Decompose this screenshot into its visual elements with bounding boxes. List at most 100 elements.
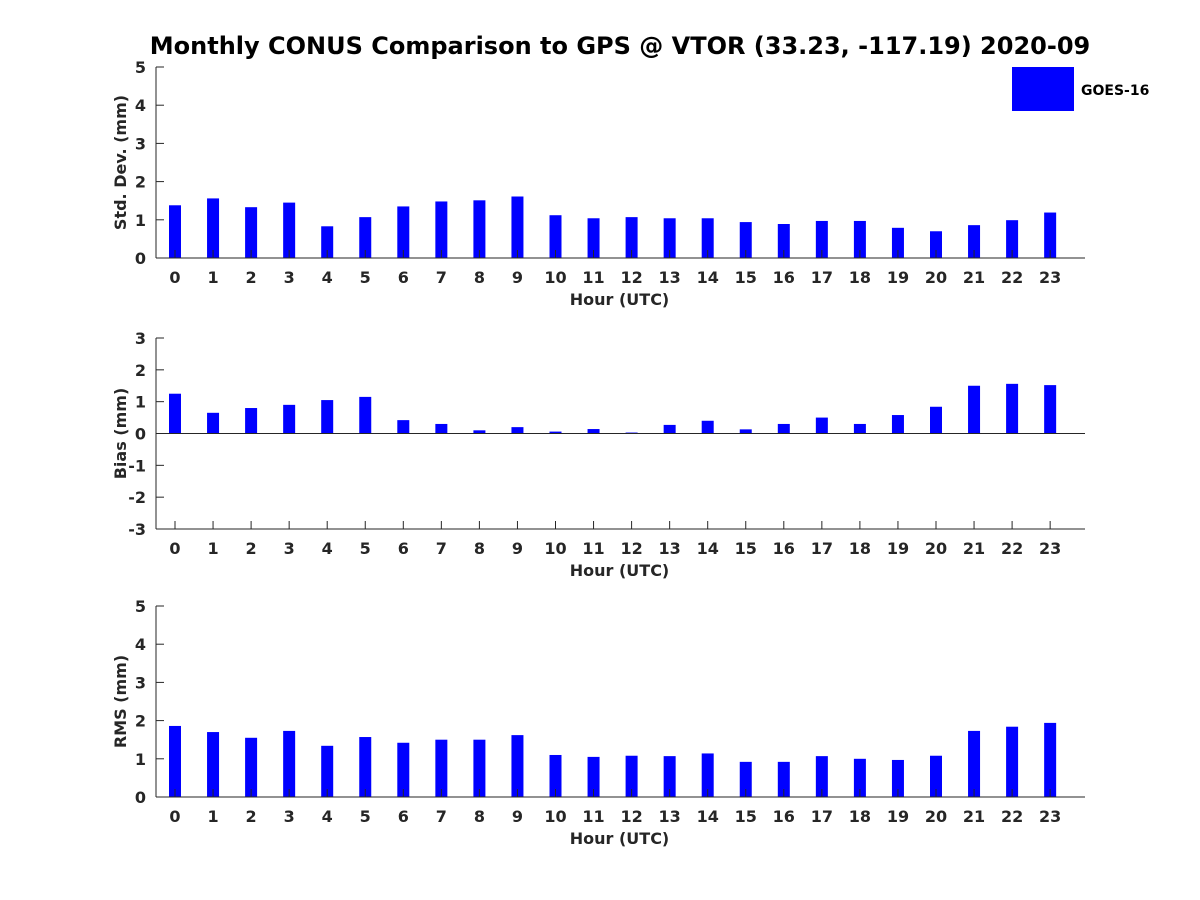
bar-hour-22 [1006, 220, 1019, 258]
y-axis-label: Bias (mm) [111, 388, 130, 480]
bar-hour-21 [968, 385, 981, 434]
x-axis-label: Hour (UTC) [570, 290, 670, 309]
x-tick-label: 3 [284, 268, 295, 287]
bar-hour-9 [511, 196, 524, 258]
bar-hour-17 [815, 220, 828, 258]
y-tick-label: 0 [135, 788, 146, 807]
x-tick-label: 4 [322, 807, 333, 826]
chart-title: Monthly CONUS Comparison to GPS @ VTOR (… [150, 32, 1090, 60]
bar-hour-16 [777, 224, 790, 258]
bar-hour-11 [587, 756, 600, 797]
bar-hour-19 [891, 415, 904, 434]
bar-hour-21 [968, 730, 981, 797]
x-tick-label: 0 [169, 539, 180, 558]
x-axis-label: Hour (UTC) [570, 561, 670, 580]
x-tick-label: 22 [1001, 268, 1023, 287]
x-tick-label: 11 [582, 807, 604, 826]
bar-hour-16 [777, 761, 790, 797]
x-tick-label: 14 [697, 807, 719, 826]
x-tick-label: 5 [360, 807, 371, 826]
bar-hour-15 [739, 429, 752, 434]
y-tick-label: 3 [135, 329, 146, 348]
bar-hour-15 [739, 761, 752, 797]
x-tick-label: 17 [811, 539, 833, 558]
x-tick-label: 18 [849, 807, 871, 826]
bar-hour-22 [1006, 726, 1019, 797]
bar-hour-5 [359, 217, 372, 258]
y-tick-label: 4 [135, 635, 146, 654]
x-tick-label: 19 [887, 268, 909, 287]
y-tick-label: 2 [135, 361, 146, 380]
x-tick-label: 20 [925, 539, 947, 558]
bar-hour-13 [663, 218, 676, 258]
x-tick-label: 12 [620, 539, 642, 558]
x-tick-label: 7 [436, 807, 447, 826]
bar-hour-10 [549, 431, 562, 434]
x-tick-label: 15 [735, 539, 757, 558]
legend-label: GOES-16 [1081, 83, 1149, 99]
x-tick-label: 12 [620, 807, 642, 826]
x-tick-label: 1 [207, 539, 218, 558]
x-tick-label: 7 [436, 539, 447, 558]
y-tick-label: -2 [128, 488, 146, 507]
bar-hour-21 [968, 225, 981, 258]
x-tick-label: 8 [474, 268, 485, 287]
x-tick-label: 4 [322, 268, 333, 287]
bar-hour-3 [283, 404, 296, 434]
x-tick-label: 2 [246, 268, 257, 287]
bar-hour-4 [321, 226, 334, 258]
x-tick-label: 16 [773, 539, 795, 558]
bar-hour-19 [891, 759, 904, 797]
x-tick-label: 12 [620, 268, 642, 287]
x-tick-label: 23 [1039, 268, 1061, 287]
bar-hour-0 [169, 393, 181, 434]
bar-hour-11 [587, 429, 600, 434]
x-tick-label: 15 [735, 268, 757, 287]
bar-hour-3 [283, 202, 296, 258]
bar-hour-19 [891, 227, 904, 258]
bar-hour-3 [283, 730, 296, 797]
bar-hour-8 [473, 200, 486, 258]
x-tick-label: 22 [1001, 807, 1023, 826]
y-tick-label: 3 [135, 673, 146, 692]
y-tick-label: -3 [128, 520, 146, 539]
x-tick-label: 23 [1039, 807, 1061, 826]
bar-hour-13 [663, 424, 676, 434]
bar-hour-23 [1044, 212, 1057, 258]
x-tick-label: 20 [925, 268, 947, 287]
bar-hour-6 [397, 206, 410, 258]
x-tick-label: 20 [925, 807, 947, 826]
bar-hour-2 [245, 737, 258, 797]
bar-hour-14 [701, 753, 714, 797]
x-tick-label: 3 [284, 539, 295, 558]
bar-hour-9 [511, 427, 524, 434]
bar-hour-6 [397, 420, 410, 434]
y-tick-label: 3 [135, 134, 146, 153]
bar-hour-23 [1044, 722, 1057, 797]
bar-hour-10 [549, 754, 562, 797]
y-axis-label: Std. Dev. (mm) [111, 95, 130, 230]
bar-hour-7 [435, 423, 448, 434]
y-tick-label: 0 [135, 425, 146, 444]
x-tick-label: 10 [544, 268, 566, 287]
bar-hour-15 [739, 222, 752, 258]
x-tick-label: 2 [246, 539, 257, 558]
x-tick-label: 17 [811, 807, 833, 826]
x-tick-label: 5 [360, 268, 371, 287]
y-tick-label: 5 [135, 597, 146, 616]
x-tick-label: 3 [284, 807, 295, 826]
x-tick-label: 11 [582, 268, 604, 287]
x-tick-label: 21 [963, 268, 985, 287]
x-tick-label: 21 [963, 539, 985, 558]
bar-hour-20 [930, 406, 942, 434]
x-tick-label: 14 [697, 539, 719, 558]
bar-hour-11 [587, 218, 600, 258]
bar-hour-1 [207, 732, 220, 797]
x-tick-label: 18 [849, 268, 871, 287]
bar-hour-18 [853, 220, 866, 258]
y-tick-label: 1 [135, 750, 146, 769]
x-tick-label: 9 [512, 539, 523, 558]
x-tick-label: 4 [322, 539, 333, 558]
x-tick-label: 7 [436, 268, 447, 287]
